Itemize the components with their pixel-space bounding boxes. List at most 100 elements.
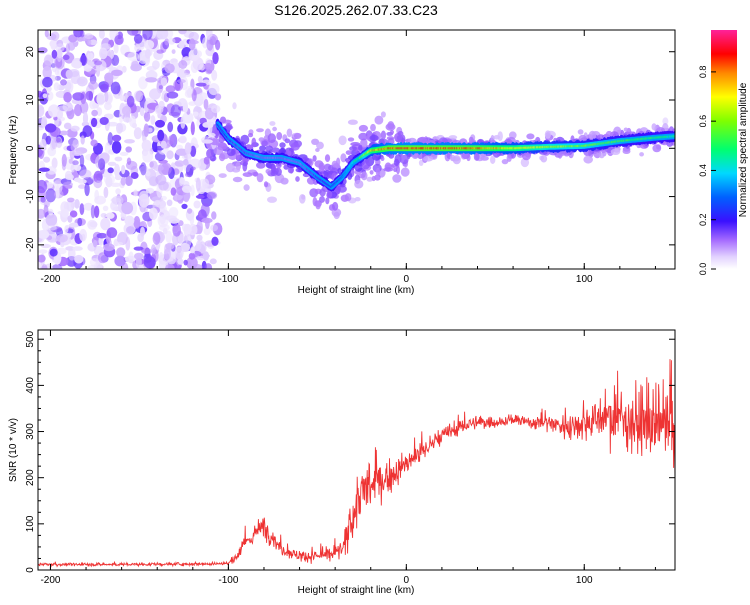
ridge-halo-blob [256, 128, 264, 133]
noise-blob [119, 95, 126, 101]
ridge-halo-blob [396, 135, 402, 141]
ridge-halo-blob [255, 161, 266, 169]
ridge-halo-blob [337, 185, 347, 193]
noise-blob [38, 229, 50, 239]
noise-blob [83, 202, 94, 211]
noise-blob [196, 220, 203, 235]
ridge-halo-blob [622, 148, 631, 154]
ridge-halo-blob [235, 152, 240, 161]
snr-y-ticks: 0 100 200 300 400 500 [25, 330, 675, 573]
ridge-halo-blob [400, 167, 410, 177]
noise-blob [204, 63, 213, 70]
noise-blob [186, 234, 192, 247]
noise-blob [182, 102, 189, 113]
noise-blob [188, 101, 197, 106]
noise-blob [148, 207, 158, 220]
ridge-halo-blob [623, 127, 628, 132]
noise-blob [189, 216, 195, 225]
noise-blob [188, 252, 196, 260]
noise-blob [46, 166, 57, 175]
noise-blob [125, 236, 131, 251]
spectrogram-y-label: Frequency (Hz) [8, 116, 19, 185]
noise-blob [82, 125, 93, 137]
noise-blob [69, 210, 78, 218]
noise-blob [99, 117, 109, 125]
noise-blob [96, 92, 106, 106]
colorbar-tick-label: 0.0 [698, 263, 708, 276]
noise-blob [83, 64, 92, 72]
noise-blob [51, 157, 58, 169]
noise-blob [202, 178, 210, 189]
noise-blob [201, 139, 213, 144]
noise-blob [144, 48, 151, 59]
ridge-halo-blob [319, 188, 326, 197]
colorbar-ticks: 0.0 0.2 0.4 0.6 0.8 [698, 66, 716, 276]
ridge-halo-blob [290, 142, 300, 151]
noise-blob [51, 264, 63, 269]
ridge-halo-blob [349, 146, 357, 152]
noise-blob [42, 76, 53, 88]
ridge-halo-blob [271, 164, 276, 174]
noise-blob [91, 109, 98, 117]
noise-blob [150, 244, 156, 255]
noise-blob [107, 121, 119, 127]
ridge-halo-blob [258, 137, 265, 143]
noise-blob [160, 77, 168, 86]
ridge-halo-blob [358, 124, 368, 132]
noise-blob [182, 112, 194, 124]
noise-blob [164, 38, 170, 46]
noise-blob [110, 81, 121, 95]
noise-blob [40, 138, 47, 151]
ridge-halo-blob [540, 154, 548, 163]
noise-blob [165, 85, 176, 93]
ridge-halo-blob [332, 201, 339, 211]
noise-blob [70, 143, 78, 152]
noise-blob [89, 258, 100, 267]
noise-blob [93, 173, 99, 182]
ridge-halo-blob [261, 140, 268, 147]
noise-blob [85, 90, 94, 101]
noise-blob [42, 93, 48, 99]
noise-blob [156, 30, 169, 40]
snr-y-tick-label: 300 [25, 423, 36, 440]
noise-blob [38, 167, 50, 172]
colorbar-tick-label: 0.6 [698, 115, 708, 128]
noise-blob [127, 30, 139, 36]
noise-blob [154, 199, 161, 206]
ridge-halo-blob [265, 145, 273, 151]
noise-blob [211, 211, 217, 220]
ridge-halo-blob [302, 156, 309, 162]
noise-blob [68, 34, 78, 43]
ridge-halo-blob [393, 158, 400, 166]
noise-blob [133, 216, 141, 229]
noise-blob [158, 181, 169, 191]
colorbar-tick-label: 0.2 [698, 213, 708, 226]
noise-blob [48, 104, 60, 118]
noise-blob [103, 243, 115, 252]
noise-blob [202, 122, 212, 128]
ridge-halo-blob [588, 130, 597, 141]
ridge-halo-blob [214, 93, 222, 101]
ridge-halo-blob [267, 196, 277, 203]
noise-blob [142, 149, 154, 163]
noise-blob [103, 91, 113, 105]
ridge-halo-blob [253, 171, 259, 177]
noise-blob [121, 164, 126, 175]
ridge-halo-blob [293, 132, 302, 140]
ridge-halo-blob [276, 132, 283, 140]
noise-blob [77, 217, 83, 227]
noise-blob [165, 264, 175, 269]
noise-blob [156, 49, 164, 54]
ridge-halo-blob [271, 147, 281, 153]
ridge-halo-blob [651, 123, 657, 131]
colorbar-tick-label: 0.8 [698, 66, 708, 79]
noise-blob [187, 208, 193, 214]
snr-marks [38, 359, 675, 568]
noise-blob [46, 86, 52, 92]
noise-blob [203, 156, 210, 165]
noise-blob [209, 138, 220, 146]
noise-blob [166, 199, 173, 207]
noise-blob [166, 150, 174, 160]
ridge-halo-blob [265, 168, 271, 174]
spectrogram-y-tick-label: 10 [25, 94, 36, 106]
